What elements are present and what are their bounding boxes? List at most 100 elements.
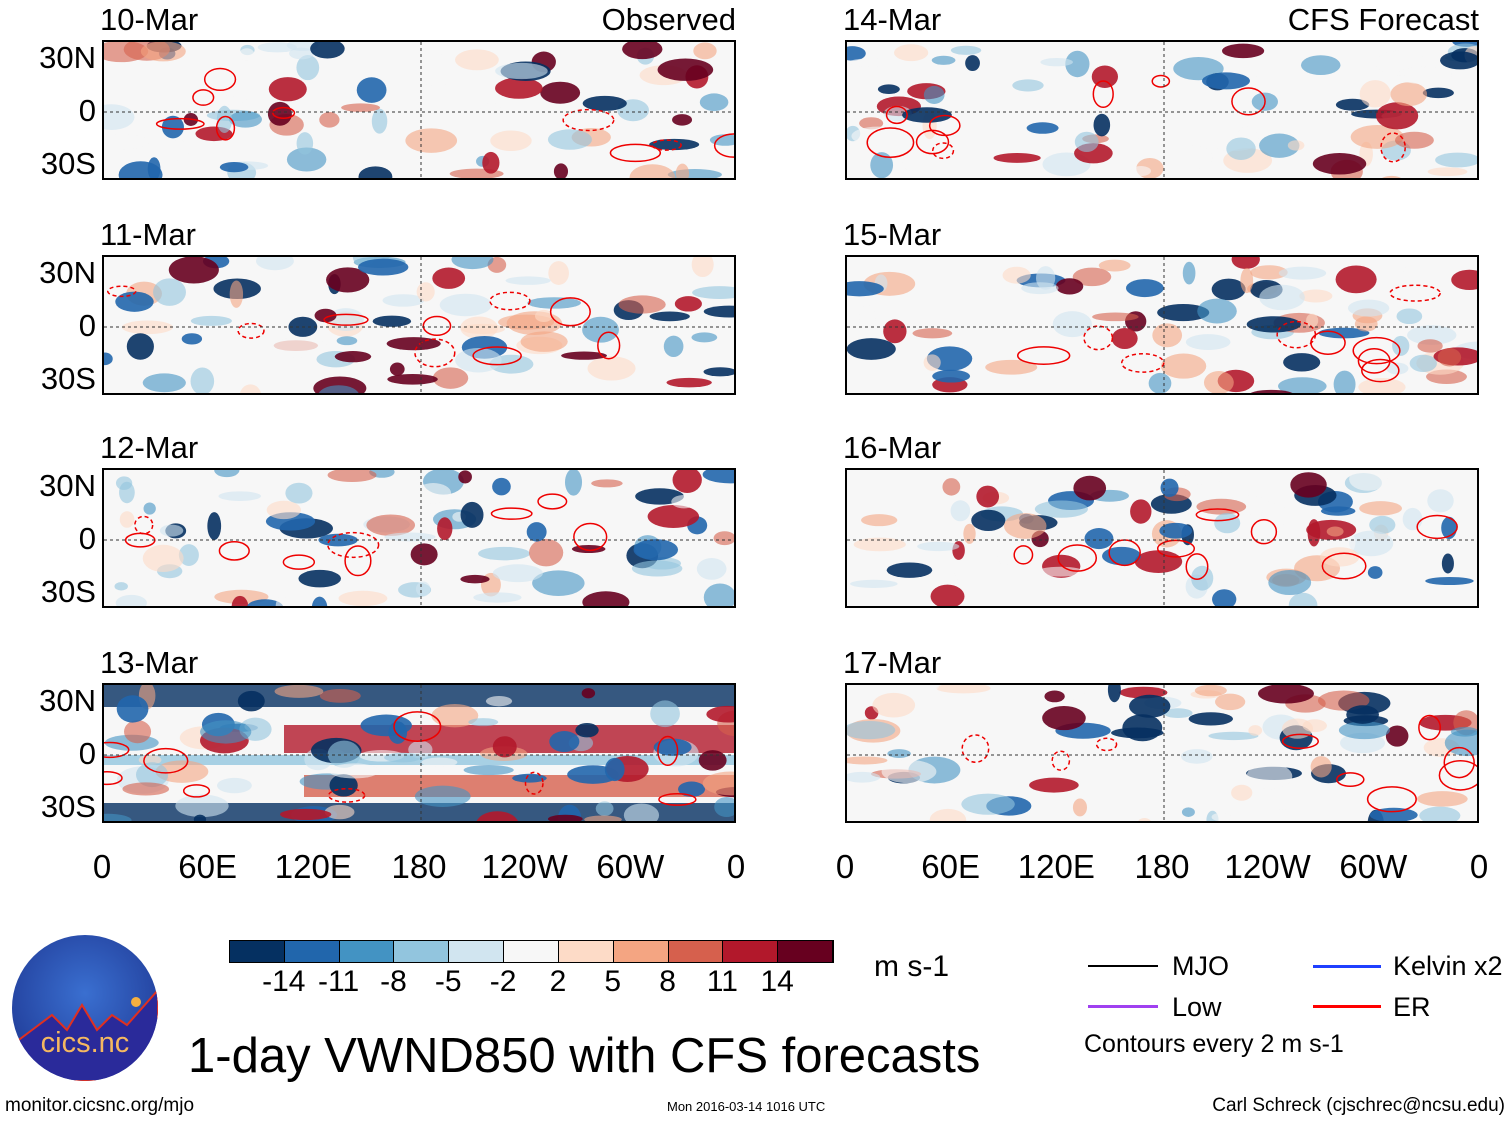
field-blob	[468, 718, 499, 727]
field-blob	[310, 42, 345, 59]
field-blob	[1396, 66, 1452, 85]
field-blob	[1382, 175, 1401, 178]
field-blob	[1021, 282, 1059, 295]
er-contour	[1438, 759, 1477, 791]
field-blob	[229, 280, 244, 308]
field-blob	[239, 384, 261, 393]
y-tick-label: 30N	[39, 468, 96, 503]
field-blob	[1181, 807, 1195, 817]
er-contour	[931, 142, 955, 160]
field-blob	[257, 42, 297, 53]
y-tick-label: 30S	[40, 361, 96, 396]
field-blob	[178, 544, 199, 566]
field-blob	[582, 591, 630, 606]
field-blob	[703, 305, 734, 318]
field-blob	[190, 367, 215, 393]
field-blob	[631, 560, 683, 577]
x-tick-label: 180	[1134, 848, 1190, 885]
field-blob	[387, 373, 438, 385]
field-blob	[1157, 303, 1210, 322]
colorbar-swatch	[778, 941, 833, 962]
field-blob	[1194, 685, 1227, 697]
field-blob	[1287, 140, 1305, 151]
field-blob	[976, 485, 1000, 508]
field-blob	[902, 157, 920, 171]
field-blob	[1107, 685, 1121, 703]
field-blob	[1288, 592, 1318, 606]
field-blob	[285, 482, 313, 504]
contour-note: Contours every 2 m s-1	[1084, 1030, 1344, 1058]
field-blob	[1367, 566, 1383, 579]
field-blob	[851, 126, 904, 146]
er-contour	[192, 89, 215, 106]
field-blob	[666, 377, 712, 388]
field-blob	[917, 541, 960, 552]
field-blob	[1111, 327, 1138, 350]
field-blob	[1259, 284, 1305, 311]
field-blob	[696, 557, 727, 580]
field-blob	[153, 278, 186, 306]
field-blob	[505, 276, 551, 285]
colorbar-tick-label: 8	[659, 965, 676, 998]
legend-line-low	[1088, 1005, 1158, 1008]
field-blob	[1040, 57, 1073, 67]
field-blob	[931, 55, 956, 65]
field-blob	[417, 76, 455, 86]
field-blob	[126, 333, 154, 360]
field-blob	[1174, 145, 1213, 169]
er-contour	[713, 133, 734, 158]
map-panel	[102, 683, 736, 823]
footer-url[interactable]: monitor.cicsnc.org/mjo	[5, 1095, 195, 1116]
er-contour	[1281, 733, 1319, 749]
field-blob	[228, 111, 262, 128]
field-blob	[1350, 125, 1404, 149]
er-contour	[1357, 347, 1391, 374]
panel-title: 16-Mar	[843, 430, 942, 465]
field-blob	[706, 705, 734, 723]
field-blob	[358, 166, 393, 178]
er-contour	[885, 105, 908, 125]
field-blob	[239, 48, 255, 61]
field-blob	[1417, 339, 1443, 353]
colorbar-tick-label: -2	[489, 965, 517, 998]
field-blob	[478, 546, 530, 561]
y-tick-label: 0	[78, 93, 96, 128]
field-blob	[439, 293, 492, 317]
er-contour	[327, 531, 380, 559]
field-blob	[116, 695, 149, 723]
field-blob	[1231, 257, 1260, 269]
field-blob	[954, 557, 982, 585]
field-blob	[1258, 685, 1314, 704]
map-panel	[845, 683, 1479, 823]
field-blob	[950, 45, 982, 55]
colorbar-units: m s-1	[874, 950, 949, 983]
legend-line-er	[1313, 1005, 1381, 1008]
field-blob	[1072, 267, 1112, 287]
field-blob	[1160, 353, 1207, 379]
field-blob	[455, 347, 502, 373]
er-contour	[1250, 519, 1278, 545]
field-blob	[1259, 809, 1307, 821]
field-blob	[699, 93, 729, 112]
field-blob	[115, 594, 147, 606]
field-blob	[1152, 323, 1183, 348]
panel-title: 14-Mar	[843, 2, 942, 37]
field-blob	[1122, 714, 1163, 742]
field-blob	[328, 763, 380, 779]
er-contour	[537, 493, 568, 510]
field-blob	[286, 147, 327, 172]
field-blob	[216, 105, 233, 133]
x-tick-label: 180	[391, 848, 447, 885]
field-blob	[1347, 299, 1390, 317]
field-blob	[161, 115, 184, 139]
field-blob	[1392, 335, 1410, 356]
field-blob	[674, 296, 702, 312]
field-blob	[1300, 55, 1341, 76]
field-blob	[1359, 501, 1402, 516]
field-blob	[604, 757, 625, 782]
field-blob	[1084, 528, 1114, 550]
field-blob	[405, 128, 458, 153]
field-blob	[1268, 569, 1312, 596]
field-blob	[932, 369, 971, 383]
field-blob	[1065, 50, 1090, 78]
